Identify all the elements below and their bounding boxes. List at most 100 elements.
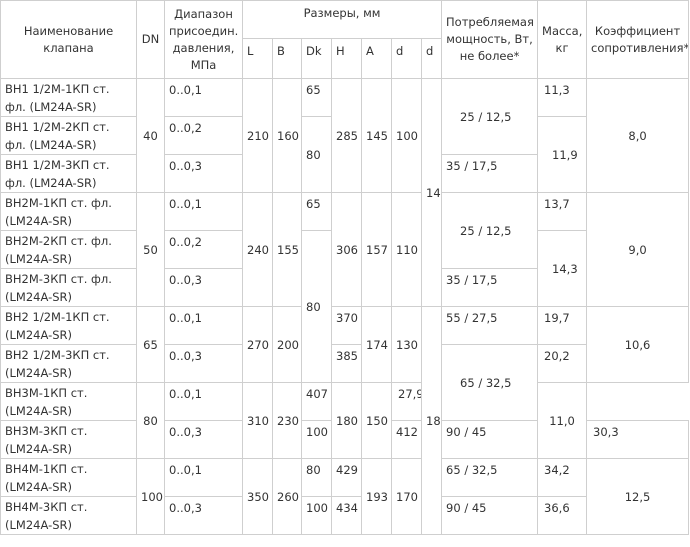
header-A: A: [361, 38, 392, 79]
header-dimensions: Размеры, мм: [241, 0, 443, 39]
valve-spec-table: Наименование клапана DN Диапазон присоед…: [0, 0, 690, 535]
dim-H: 385: [331, 344, 362, 383]
valve-name: ВН4М-1КП ст. (LM24A-SR): [0, 458, 137, 497]
dim-Dk: 100: [301, 496, 332, 535]
dim-H: 370: [331, 306, 362, 345]
dim-d: 150: [361, 382, 392, 459]
pressure-range: 0..0,3: [164, 496, 243, 535]
header-d2: d: [420, 38, 443, 79]
header-H: H: [331, 38, 362, 79]
dim-d2: 14: [420, 78, 443, 307]
pressure-range: 0..0,1: [164, 306, 243, 345]
table-row: ВН2 1/2М-1КП ст. (LM24A-SR) 65 0..0,1 27…: [0, 306, 690, 535]
table-row: ВН2 1/2М-3КП ст. (LM24A-SR) 0..0,3 385 6…: [0, 344, 689, 421]
dim-d: 100: [391, 78, 422, 193]
mass: 11,9: [537, 116, 588, 193]
dim-Dk: 80: [301, 230, 332, 383]
valve-name: ВН3М-1КП ст. (LM24A-SR): [0, 382, 137, 421]
dim-L: 270: [242, 306, 273, 383]
table-row: ВН4М-3КП ст. (LM24A-SR) 0..0,3 100 434 9…: [0, 496, 689, 535]
dim-L: 210: [242, 78, 273, 193]
coefficient: 9,0: [586, 192, 690, 307]
pressure-range: 0..0,3: [164, 154, 243, 193]
table-row: ВН1 1/2М-1КП ст. фл. (LM24A-SR) 40 0..0,…: [0, 78, 690, 307]
coefficient: 10,6: [586, 306, 690, 383]
dim-L: 310: [242, 382, 273, 459]
dim-Dk: 65: [301, 192, 332, 231]
power: 25 / 12,5: [441, 78, 539, 155]
mass: 27,9: [391, 382, 422, 421]
dim-A: 193: [361, 458, 392, 535]
dim-H: 407: [301, 382, 332, 421]
header-d: d: [391, 38, 422, 79]
dim-H: 429: [331, 458, 362, 497]
header-name: Наименование клапана: [0, 0, 137, 79]
dim-B: 230: [272, 382, 302, 459]
table-row: ВН2М-3КП ст. фл. (LM24A-SR) 0..0,3 35 / …: [0, 268, 689, 307]
mass: 11,3: [537, 78, 588, 117]
dn-value: 40: [136, 78, 165, 193]
power: 35 / 17,5: [441, 154, 539, 193]
header-power: Потребляемая мощность, Вт, не более*: [441, 0, 539, 79]
valve-name: ВН1 1/2М-2КП ст. фл. (LM24A-SR): [0, 116, 137, 155]
dim-H: 412: [391, 420, 422, 459]
power: 90 / 45: [441, 496, 539, 535]
dim-Dk: 100: [301, 420, 332, 459]
power: 65 / 32,5: [441, 458, 539, 497]
dim-d: 170: [391, 458, 422, 535]
valve-name: ВН2 1/2М-3КП ст. (LM24A-SR): [0, 344, 137, 383]
header-coefficient: Коэффициент сопротивления**: [586, 0, 690, 79]
mass: 36,6: [537, 496, 588, 535]
header-L: L: [242, 38, 273, 79]
dn-value: 100: [136, 458, 165, 535]
valve-name: ВН3М-3КП ст. (LM24A-SR): [0, 420, 137, 459]
pressure-range: 0..0,3: [164, 268, 243, 307]
valve-name: ВН2М-3КП ст. фл. (LM24A-SR): [0, 268, 137, 307]
mass: 14,3: [537, 230, 588, 307]
dim-L: 240: [242, 192, 273, 307]
header-mass: Масса, кг: [537, 0, 588, 79]
valve-name: ВН1 1/2М-3КП ст. фл. (LM24A-SR): [0, 154, 137, 193]
dim-Dk: 80: [301, 458, 332, 497]
valve-name: ВН2 1/2М-1КП ст. (LM24A-SR): [0, 306, 137, 345]
power: 65 / 32,5: [441, 344, 539, 421]
dim-B: 155: [272, 192, 302, 307]
mass: 30,3: [586, 420, 690, 459]
valve-name: ВН1 1/2М-1КП ст. фл. (LM24A-SR): [0, 78, 137, 117]
valve-name: ВН2М-1КП ст. фл. (LM24A-SR): [0, 192, 137, 231]
mass: 34,2: [537, 458, 588, 497]
dn-value: 50: [136, 192, 165, 307]
valve-name: ВН4М-3КП ст. (LM24A-SR): [0, 496, 137, 535]
power: 90 / 45: [441, 420, 539, 459]
dim-d: 130: [391, 306, 422, 383]
dim-L: 350: [242, 458, 273, 535]
header-B: B: [272, 38, 302, 79]
pressure-range: 0..0,2: [164, 230, 243, 269]
mass: 20,2: [537, 344, 588, 383]
table-row: ВН2М-2КП ст. фл. (LM24A-SR) 0..0,2 80 14…: [0, 230, 689, 383]
header-pressure-range: Диапазон присоедин. давления, МПа: [164, 0, 243, 79]
mass: 13,7: [537, 192, 588, 231]
dim-Dk: 80: [301, 116, 332, 193]
power: 55 / 27,5: [441, 306, 539, 345]
dim-A: 174: [361, 306, 392, 383]
dim-B: 260: [272, 458, 302, 535]
power: 25 / 12,5: [441, 192, 539, 269]
table-row: ВН3М-1КП ст. (LM24A-SR) 80 0..0,1 310 23…: [0, 382, 689, 459]
coefficient: 11,0: [537, 382, 588, 459]
dn-value: 80: [136, 382, 165, 459]
dim-B: 160: [272, 78, 302, 193]
dim-Dk: 65: [301, 78, 332, 117]
table-row: ВН1 1/2М-3КП ст. фл. (LM24A-SR) 0..0,3 3…: [0, 154, 689, 193]
table-row: ВН4М-1КП ст. (LM24A-SR) 100 0..0,1 350 2…: [0, 458, 690, 535]
dim-d2: 18: [420, 306, 443, 535]
pressure-range: 0..0,3: [164, 344, 243, 383]
dim-A: 145: [361, 78, 392, 193]
pressure-range: 0..0,1: [164, 78, 243, 117]
valve-name: ВН2М-2КП ст. фл. (LM24A-SR): [0, 230, 137, 269]
dim-H: 306: [331, 192, 362, 307]
mass: 19,7: [537, 306, 588, 345]
dim-A: 180: [331, 382, 362, 459]
header-Dk: Dk: [301, 38, 332, 79]
dim-A: 157: [361, 192, 392, 307]
